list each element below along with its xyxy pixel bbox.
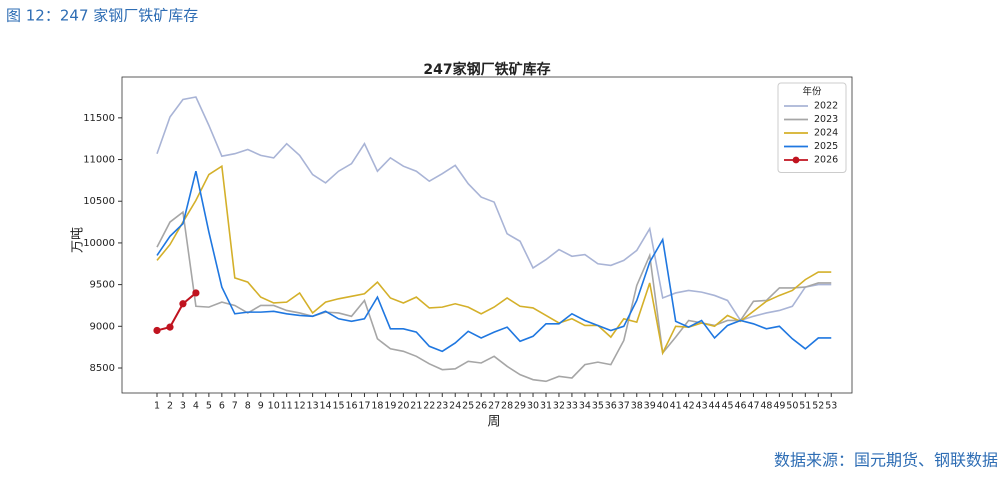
x-tick-label: 37	[618, 401, 630, 412]
y-tick-label: 9000	[90, 321, 115, 332]
x-tick-label: 19	[384, 401, 396, 412]
x-tick-label: 45	[721, 401, 733, 412]
x-tick-label: 49	[773, 401, 785, 412]
series-line	[156, 171, 832, 353]
series-line	[156, 164, 832, 356]
x-tick-label: 1	[154, 401, 160, 412]
x-tick-label: 23	[436, 401, 448, 412]
x-tick-label: 27	[488, 401, 500, 412]
x-tick-label: 28	[501, 401, 513, 412]
y-axis-label: 万吨	[71, 227, 86, 253]
series-marker	[179, 300, 187, 308]
x-tick-label: 21	[410, 401, 422, 412]
chart-title: 247家钢厂铁矿库存	[423, 61, 550, 78]
x-tick-label: 9	[258, 401, 264, 412]
legend-label: 2025	[814, 141, 838, 152]
x-tick-label: 3	[180, 401, 186, 412]
x-tick-label: 16	[345, 401, 357, 412]
x-tick-label: 38	[631, 401, 643, 412]
x-tick-label: 25	[462, 401, 474, 412]
legend-title: 年份	[802, 86, 822, 98]
x-tick-label: 52	[812, 401, 824, 412]
legend-marker	[792, 156, 800, 164]
y-tick-label: 8500	[90, 363, 115, 374]
y-tick-label: 10000	[83, 238, 115, 249]
series-line	[156, 210, 832, 383]
x-axis-label: 周	[487, 415, 500, 430]
x-tick-label: 36	[605, 401, 617, 412]
series-line	[156, 292, 197, 332]
x-tick-label: 5	[206, 401, 212, 412]
series-marker	[166, 323, 174, 331]
series-line	[156, 96, 832, 322]
y-tick-label: 11000	[83, 155, 115, 166]
x-tick-label: 47	[747, 401, 759, 412]
legend-label: 2023	[814, 114, 838, 125]
source: 数据来源：国元期货、钢联数据	[774, 451, 998, 470]
x-tick-label: 2	[167, 401, 173, 412]
x-tick-label: 22	[423, 401, 435, 412]
x-tick-label: 34	[579, 401, 591, 412]
x-tick-label: 13	[307, 401, 319, 412]
y-tick-label: 10500	[83, 196, 115, 207]
x-tick-label: 53	[825, 401, 837, 412]
x-tick-label: 26	[475, 401, 487, 412]
x-tick-label: 18	[371, 401, 383, 412]
x-tick-label: 30	[527, 401, 539, 412]
x-tick-label: 41	[670, 401, 682, 412]
y-tick-label: 9500	[90, 280, 115, 291]
x-tick-label: 17	[358, 401, 370, 412]
legend-label: 2024	[814, 128, 838, 139]
x-tick-label: 11	[281, 401, 293, 412]
x-tick-label: 42	[683, 401, 695, 412]
series-marker	[192, 289, 200, 297]
series-marker	[153, 326, 161, 335]
x-tick-label: 29	[514, 401, 526, 412]
x-tick-label: 10	[268, 401, 280, 412]
x-tick-label: 14	[320, 401, 332, 412]
x-tick-label: 31	[540, 401, 552, 412]
y-tick-label: 11500	[83, 113, 115, 124]
legend-label: 2022	[814, 101, 838, 112]
x-tick-label: 12	[294, 401, 306, 412]
x-tick-label: 43	[696, 401, 708, 412]
x-tick-label: 39	[644, 401, 656, 412]
x-tick-label: 50	[786, 401, 798, 412]
x-tick-label: 51	[799, 401, 811, 412]
x-tick-label: 40	[657, 401, 669, 412]
x-tick-label: 33	[566, 401, 578, 412]
plot-frame	[121, 76, 853, 394]
x-tick-label: 35	[592, 401, 604, 412]
x-tick-label: 6	[219, 401, 225, 412]
x-tick-label: 7	[232, 401, 238, 412]
x-tick-label: 24	[449, 401, 461, 412]
x-tick-label: 32	[553, 401, 565, 412]
x-tick-label: 48	[760, 401, 772, 412]
x-tick-label: 15	[332, 401, 344, 412]
caption: 图 12：247 家钢厂铁矿库存	[6, 7, 198, 25]
x-tick-label: 4	[193, 401, 199, 412]
x-tick-label: 20	[397, 401, 409, 412]
legend-label: 2026	[814, 155, 838, 166]
x-tick-label: 44	[709, 401, 721, 412]
x-tick-label: 8	[245, 401, 251, 412]
x-tick-label: 46	[734, 401, 746, 412]
